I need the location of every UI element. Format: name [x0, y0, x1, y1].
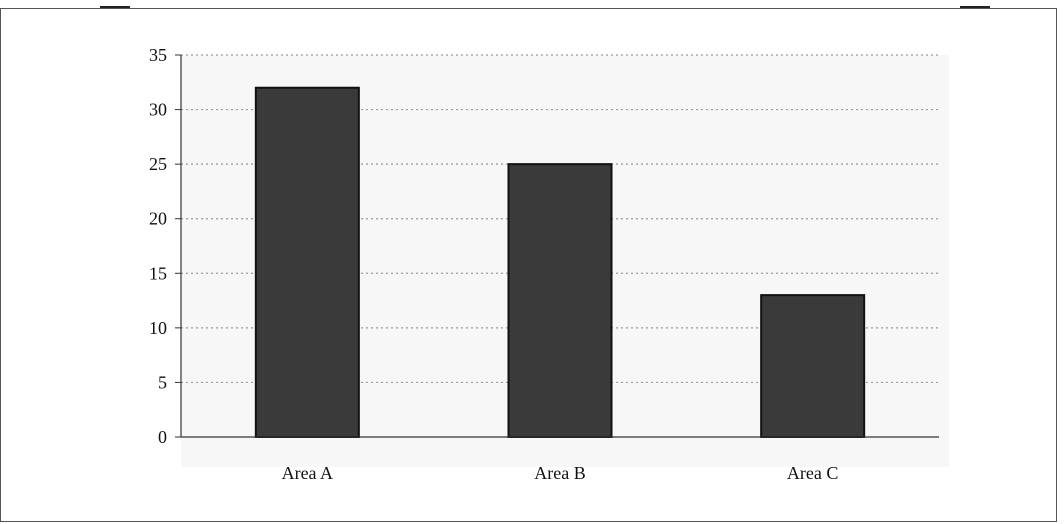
labels: 0 5 10 15 20 25 30 35 Area A Area B Area C [149, 45, 838, 483]
x-category-label-1: Area A [282, 463, 333, 483]
y-tick-label-10: 10 [149, 318, 167, 338]
y-tick-label-0: 0 [158, 427, 167, 447]
bar-area-b [507, 163, 613, 438]
axes [180, 55, 939, 438]
y-tick-label-5: 5 [158, 372, 167, 392]
frame-top-mark-right [960, 6, 990, 9]
y-tick-label-35: 35 [149, 45, 167, 65]
y-tick-label-20: 20 [149, 209, 167, 229]
frame-top-mark-left [100, 6, 130, 9]
y-tick-label-15: 15 [149, 263, 167, 283]
chart-frame: 0 5 10 15 20 25 30 35 Area A Area B Area C [0, 8, 1057, 522]
bar-area-a [254, 86, 360, 438]
bars [254, 86, 866, 438]
bar-area-c [760, 294, 866, 438]
y-tick-label-30: 30 [149, 100, 167, 120]
x-category-label-2: Area B [534, 463, 585, 483]
y-tick-label-25: 25 [149, 154, 167, 174]
bar-chart: 0 5 10 15 20 25 30 35 Area A Area B Area C [149, 45, 949, 483]
x-category-label-3: Area C [787, 463, 838, 483]
